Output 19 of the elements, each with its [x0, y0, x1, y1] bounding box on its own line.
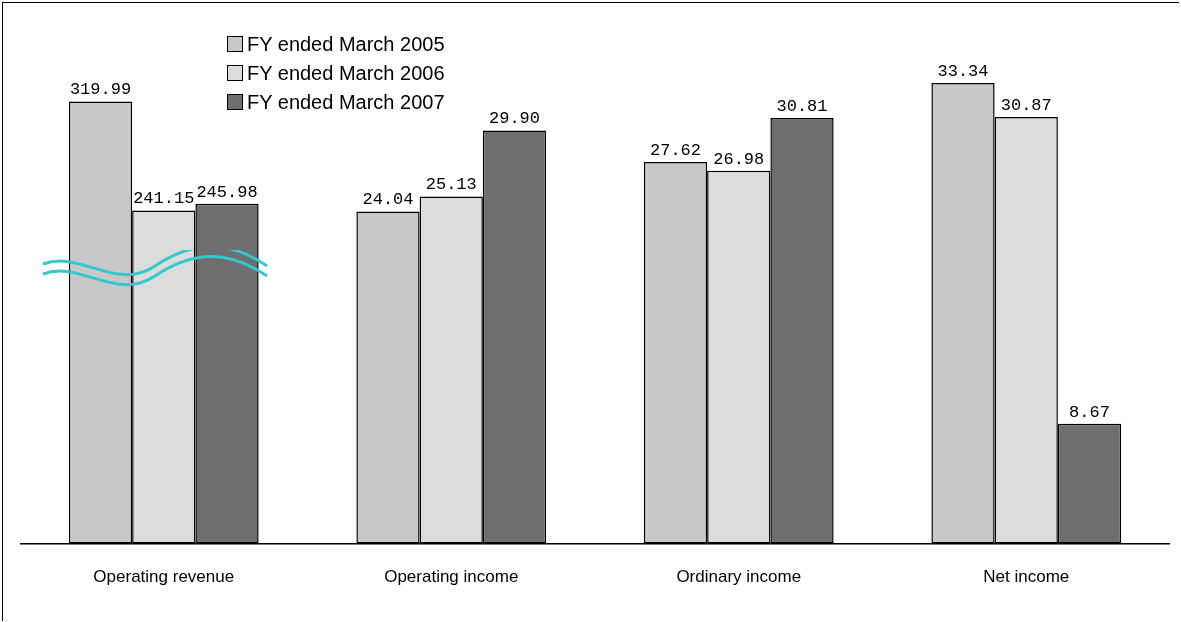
data-label: 8.67: [1069, 402, 1110, 422]
data-label: 30.87: [1000, 96, 1052, 116]
data-label: 241.15: [133, 189, 195, 209]
x-tick-label: Operating income: [384, 567, 519, 587]
data-label: 24.04: [362, 190, 414, 210]
data-label: 319.99: [69, 80, 132, 100]
legend-label: FY ended March 2006: [247, 62, 445, 84]
x-tick-label: Net income: [983, 567, 1070, 587]
data-label: 245.98: [196, 182, 258, 202]
data-label: 27.62: [649, 140, 702, 160]
data-label: 33.34: [937, 61, 989, 81]
data-label: 30.81: [776, 96, 828, 116]
data-label: 29.90: [488, 109, 541, 129]
data-label: 26.98: [713, 149, 765, 169]
legend-label: FY ended March 2005: [247, 33, 445, 55]
data-label: 25.13: [425, 175, 477, 195]
x-tick-label: Ordinary income: [676, 567, 802, 587]
x-tick-label: Operating revenue: [93, 567, 235, 587]
legend-label: FY ended March 2007: [247, 91, 445, 113]
